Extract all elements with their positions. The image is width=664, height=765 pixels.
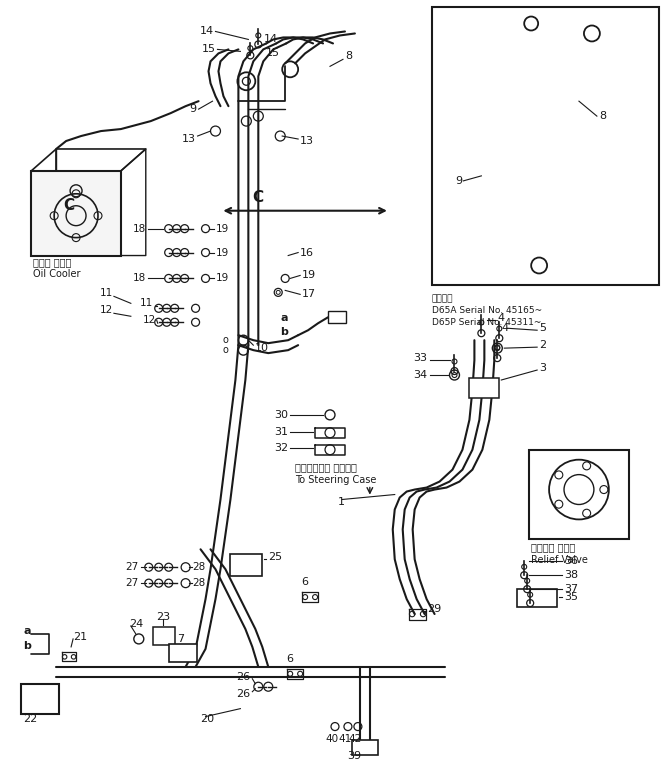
Text: 19: 19 xyxy=(216,248,228,258)
Text: 26: 26 xyxy=(236,672,250,682)
Text: 14: 14 xyxy=(199,27,214,37)
Text: Oil Cooler: Oil Cooler xyxy=(33,269,81,279)
Bar xyxy=(469,378,499,398)
Text: 6: 6 xyxy=(287,654,293,664)
Text: 40: 40 xyxy=(325,734,339,744)
Text: b: b xyxy=(23,641,31,651)
Text: 14: 14 xyxy=(264,34,278,44)
Text: 12: 12 xyxy=(143,315,156,325)
Text: 34: 34 xyxy=(414,370,428,380)
Text: 7: 7 xyxy=(177,634,184,644)
Text: 19: 19 xyxy=(302,271,316,281)
Text: o: o xyxy=(222,345,228,355)
Text: 11: 11 xyxy=(100,288,113,298)
Text: 18: 18 xyxy=(133,223,146,233)
Text: 19: 19 xyxy=(216,223,228,233)
Text: D65A Serial No. 45165~: D65A Serial No. 45165~ xyxy=(432,306,542,315)
Text: 29: 29 xyxy=(428,604,442,614)
Text: C: C xyxy=(64,198,74,213)
Text: o: o xyxy=(222,335,228,345)
Text: 19: 19 xyxy=(216,273,228,284)
Text: 適用号機: 適用号機 xyxy=(432,294,453,303)
Text: 8: 8 xyxy=(345,51,352,61)
Text: 27: 27 xyxy=(125,578,139,588)
Text: 20: 20 xyxy=(201,714,214,724)
Bar xyxy=(517,589,557,607)
Bar xyxy=(169,644,197,662)
Text: a: a xyxy=(23,626,31,636)
Text: 12: 12 xyxy=(100,305,113,315)
Text: 39: 39 xyxy=(347,751,361,761)
Bar xyxy=(432,7,659,285)
Text: 28: 28 xyxy=(193,578,206,588)
Text: 30: 30 xyxy=(274,410,288,420)
Text: 15: 15 xyxy=(201,44,216,54)
Text: 11: 11 xyxy=(139,298,153,308)
Text: 17: 17 xyxy=(302,289,316,299)
Text: a: a xyxy=(280,314,288,324)
Text: 28: 28 xyxy=(193,562,206,572)
Text: 24: 24 xyxy=(129,619,143,629)
Text: リリーフ バルブ: リリーフ バルブ xyxy=(531,542,576,552)
Text: b: b xyxy=(280,327,288,337)
Text: 5: 5 xyxy=(539,324,546,334)
Text: 3: 3 xyxy=(539,363,546,373)
Text: 37: 37 xyxy=(564,584,578,594)
Bar xyxy=(529,450,629,539)
Text: 16: 16 xyxy=(300,248,314,258)
Text: 27: 27 xyxy=(125,562,139,572)
Text: 38: 38 xyxy=(564,570,578,580)
Bar xyxy=(352,741,378,755)
Text: 10: 10 xyxy=(256,343,270,353)
Bar xyxy=(328,311,346,324)
Text: D65P Serial No. 45311~: D65P Serial No. 45311~ xyxy=(432,317,541,327)
Text: 1: 1 xyxy=(338,496,345,506)
Text: 22: 22 xyxy=(23,714,38,724)
Text: 36: 36 xyxy=(564,556,578,566)
Text: 4: 4 xyxy=(497,314,505,324)
Text: 35: 35 xyxy=(564,592,578,602)
Text: 9: 9 xyxy=(189,104,197,114)
Text: To Steering Case: To Steering Case xyxy=(295,474,376,484)
Text: 4: 4 xyxy=(501,324,509,334)
Text: 13: 13 xyxy=(181,134,196,144)
Bar xyxy=(31,171,121,256)
Text: 33: 33 xyxy=(414,353,428,363)
Bar xyxy=(153,627,175,645)
Text: 13: 13 xyxy=(300,136,314,146)
Text: C: C xyxy=(253,190,264,205)
Bar xyxy=(230,555,262,576)
Text: 42: 42 xyxy=(349,734,361,744)
Bar xyxy=(21,684,59,714)
Text: 23: 23 xyxy=(155,612,170,622)
Text: 41: 41 xyxy=(339,734,351,744)
Text: 15: 15 xyxy=(266,48,280,58)
Text: 18: 18 xyxy=(133,273,146,284)
Text: 25: 25 xyxy=(268,552,282,562)
Text: 21: 21 xyxy=(73,632,87,642)
Text: 26: 26 xyxy=(236,688,250,698)
Text: 31: 31 xyxy=(274,427,288,437)
Text: オイル クーラ: オイル クーラ xyxy=(33,258,72,268)
Text: 2: 2 xyxy=(539,340,546,350)
Text: 9: 9 xyxy=(456,176,463,186)
Text: 6: 6 xyxy=(301,577,309,588)
Text: ステアリング ケースへ: ステアリング ケースへ xyxy=(295,463,357,473)
Text: Relief Valve: Relief Valve xyxy=(531,555,588,565)
Text: 8: 8 xyxy=(599,111,606,121)
Text: 32: 32 xyxy=(274,443,288,453)
